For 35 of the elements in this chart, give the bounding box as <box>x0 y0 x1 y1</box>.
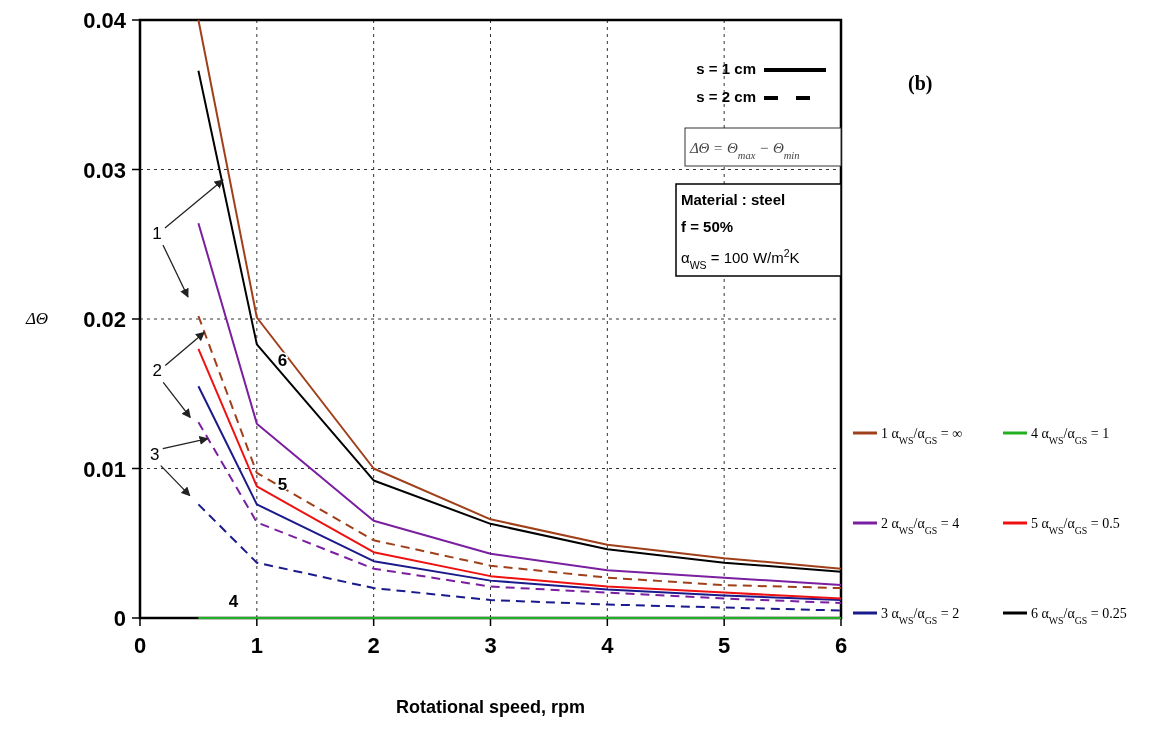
legend-label: 1 α$_{WS}$/α$_{GS}$ = ∞ <box>881 426 963 446</box>
x-tick-label: 2 <box>367 633 380 658</box>
annotation: s = 2 cm <box>696 88 756 105</box>
legend-label: 4 α$_{WS}$/α$_{GS}$ = 1 <box>1031 426 1110 446</box>
annotation: f = 50% <box>681 218 734 235</box>
y-tick-label: 0.03 <box>83 157 126 183</box>
x-tick-label: 3 <box>484 633 497 658</box>
line-series <box>197 421 842 605</box>
y-axis-title: ΔΘ <box>25 309 48 328</box>
annotation: 6 <box>277 350 288 370</box>
line-series <box>197 222 842 587</box>
line-series <box>197 503 842 612</box>
annotation: α$_{WS}$ = 100 W/m$^{2}$K <box>681 247 800 271</box>
y-tick-label: 0.01 <box>83 456 126 482</box>
legend-label: 6 α$_{WS}$/α$_{GS}$ = 0.25 <box>1031 606 1127 626</box>
y-tick-label: 0.04 <box>83 8 127 33</box>
annotation: 4 <box>228 592 239 611</box>
legend-label: 3 α$_{WS}$/α$_{GS}$ = 2 <box>881 606 960 626</box>
annotation: s = 1 cm <box>696 60 756 77</box>
annotation: 2 <box>152 361 162 381</box>
x-axis-title: Rotational speed, rpm <box>395 697 586 717</box>
x-tick-label: 5 <box>718 633 731 658</box>
annotation: ΔΘ = Θ$_{max}$ − Θ$_{min}$ <box>689 140 800 161</box>
text: (b) <box>908 72 933 95</box>
annotation: 1 <box>152 223 162 243</box>
x-tick-label: 0 <box>133 633 147 658</box>
x-tick-label: 4 <box>601 633 615 658</box>
y-tick-label: 0 <box>113 606 126 631</box>
legend-label: 2 α$_{WS}$/α$_{GS}$ = 4 <box>881 516 960 536</box>
y-tick-label: 0.02 <box>83 307 126 332</box>
x-tick-label: 6 <box>834 633 848 658</box>
legend-label: 5 α$_{WS}$/α$_{GS}$ = 0.5 <box>1031 516 1120 536</box>
annotation: Material : steel <box>681 191 786 208</box>
x-tick-label: 1 <box>250 633 263 658</box>
annotation: 3 <box>150 444 160 464</box>
